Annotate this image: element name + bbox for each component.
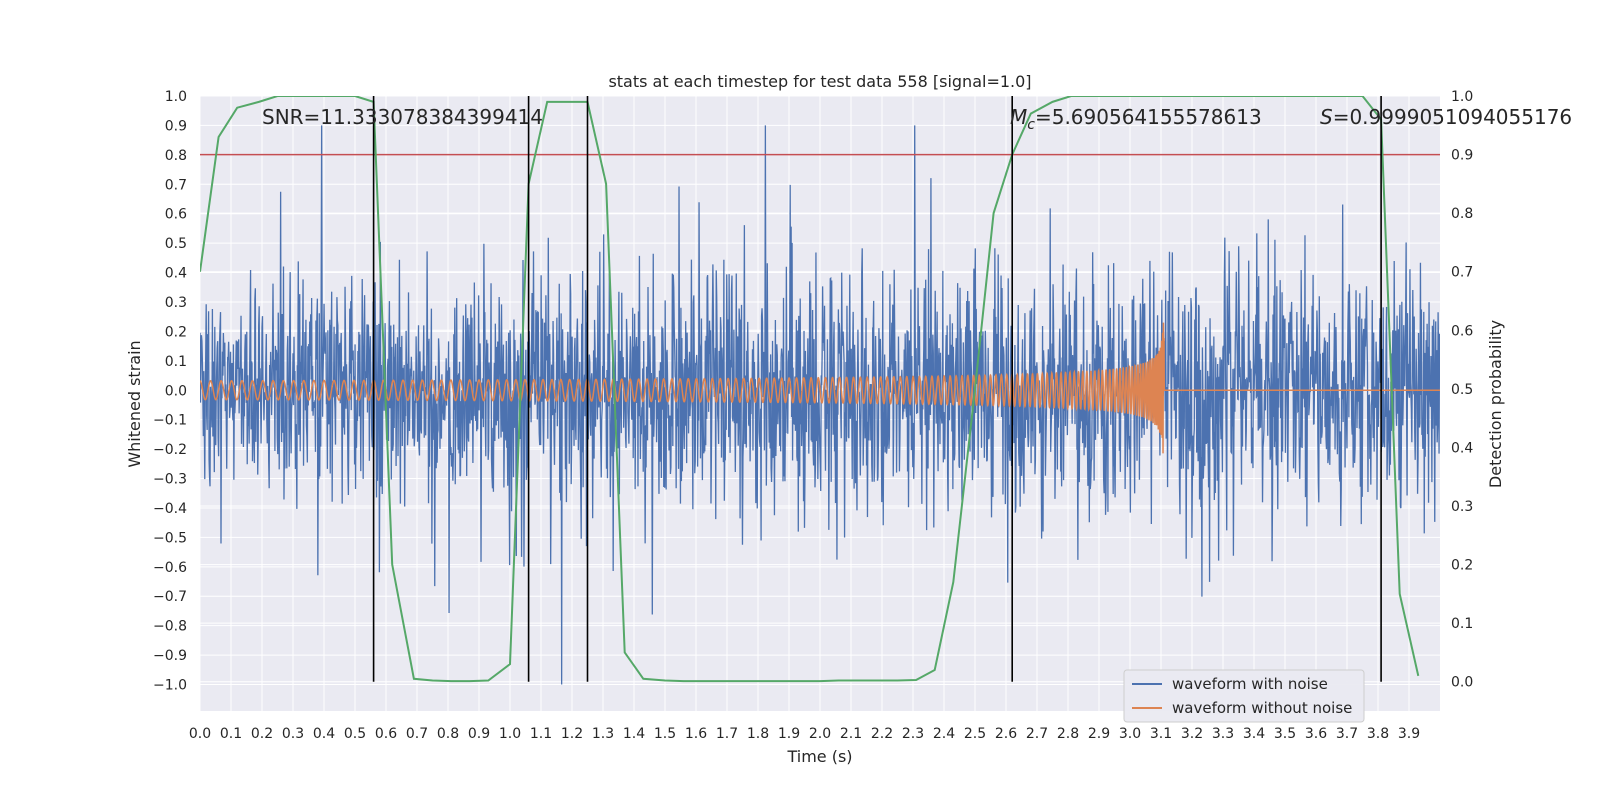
y-tick-label-left: 0.2 <box>165 324 187 340</box>
x-tick-label: 1.6 <box>685 726 707 742</box>
y-tick-label-left: −0.6 <box>153 560 187 576</box>
y-tick-labels-right: 1.0 0.9 0.8 0.7 0.6 0.5 0.4 0.3 0.2 0.1 0.0 <box>1451 89 1473 691</box>
x-tick-label: 1.1 <box>530 726 552 742</box>
x-tick-label: 1.9 <box>778 726 800 742</box>
y-tick-label-left: −0.4 <box>153 501 187 517</box>
x-tick-label: 2.1 <box>840 726 862 742</box>
legend: waveform with noise waveform without noi… <box>1123 669 1365 723</box>
mc-annotation: Mc=5.690564155578613 <box>1010 105 1262 133</box>
series-waveform-with-noise <box>200 125 1440 685</box>
y-tick-label-left: −0.7 <box>153 589 187 605</box>
y-tick-label-left: 0.6 <box>165 207 187 223</box>
x-tick-label: 0.6 <box>375 726 397 742</box>
y-tick-label-left: 0.0 <box>165 383 187 399</box>
y-tick-label-left: 0.9 <box>165 118 187 134</box>
y-tick-label-right: 0.7 <box>1451 265 1473 281</box>
x-tick-label: 2.7 <box>1026 726 1048 742</box>
legend-label-clean: waveform without noise <box>1172 699 1352 717</box>
x-tick-label: 1.7 <box>716 726 738 742</box>
y-tick-label-right: 0.2 <box>1451 558 1473 574</box>
x-tick-label: 1.0 <box>499 726 521 742</box>
y-tick-label-right: 0.4 <box>1451 440 1473 456</box>
mc-symbol: M <box>1010 105 1027 129</box>
y-tick-label-left: −0.2 <box>153 442 187 458</box>
y-tick-label-left: 0.8 <box>165 148 187 164</box>
legend-label-noise: waveform with noise <box>1172 675 1328 693</box>
y-tick-label-right: 0.0 <box>1451 675 1473 691</box>
x-tick-label: 3.6 <box>1305 726 1327 742</box>
series-waveform-without-noise <box>200 322 1440 454</box>
x-tick-label: 3.9 <box>1398 726 1420 742</box>
y-tick-label-left: 0.5 <box>165 236 187 252</box>
y-tick-label-left: −0.9 <box>153 648 187 664</box>
s-value: =0.9999051094055176 <box>1333 105 1572 129</box>
y-tick-labels-left: 1.0 0.9 0.8 0.7 0.6 0.5 0.4 0.3 0.2 0.1 0.0 −0.1 −0.… <box>153 89 187 694</box>
x-tick-label: 1.5 <box>654 726 676 742</box>
x-tick-label: 0.2 <box>251 726 273 742</box>
y-tick-label-right: 0.9 <box>1451 148 1473 164</box>
x-tick-label: 2.0 <box>809 726 831 742</box>
s-symbol: S <box>1320 105 1333 129</box>
snr-annotation: SNR=11.333078384399414 <box>262 105 543 129</box>
x-tick-label: 3.1 <box>1150 726 1172 742</box>
vertical-markers <box>372 96 1382 682</box>
y-tick-label-right: 0.8 <box>1451 206 1473 222</box>
legend-box <box>1123 669 1365 723</box>
series-detection-probability <box>200 96 1420 683</box>
x-tick-labels: 0.0 0.1 0.2 0.3 0.4 0.5 0.6 0.7 0.8 0.9 1.0 1.1 1.2 1… <box>189 726 1420 742</box>
series-layer <box>200 96 1440 685</box>
y-tick-label-left: −0.5 <box>153 530 187 546</box>
y-tick-label-left: −0.1 <box>153 413 187 429</box>
x-tick-label: 0.8 <box>437 726 459 742</box>
x-tick-label: 2.9 <box>1088 726 1110 742</box>
s-annotation: S=0.9999051094055176 <box>1320 105 1572 129</box>
y-tick-label-right: 0.5 <box>1451 382 1473 398</box>
y-tick-label-right: 1.0 <box>1451 89 1473 105</box>
x-tick-label: 0.1 <box>220 726 242 742</box>
x-tick-label: 3.7 <box>1336 726 1358 742</box>
x-tick-label: 3.5 <box>1274 726 1296 742</box>
x-tick-label: 0.5 <box>344 726 366 742</box>
y-axis-label-right: Detection probability <box>1486 320 1505 488</box>
x-tick-label: 0.7 <box>406 726 428 742</box>
x-tick-label: 2.4 <box>933 726 955 742</box>
x-tick-label: 0.0 <box>189 726 211 742</box>
y-tick-label-left: −0.8 <box>153 619 187 635</box>
x-axis-label: Time (s) <box>786 747 852 766</box>
x-tick-label: 2.6 <box>995 726 1017 742</box>
x-tick-label: 1.2 <box>561 726 583 742</box>
y-tick-label-left: 0.4 <box>165 266 187 282</box>
x-tick-label: 0.4 <box>313 726 335 742</box>
y-tick-label-left: −1.0 <box>153 678 187 694</box>
x-tick-label: 2.2 <box>871 726 893 742</box>
x-tick-label: 3.8 <box>1367 726 1389 742</box>
y-tick-label-left: 0.3 <box>165 295 187 311</box>
x-tick-label: 3.4 <box>1243 726 1265 742</box>
y-tick-label-right: 0.1 <box>1451 616 1473 632</box>
mc-value: =5.690564155578613 <box>1035 105 1262 129</box>
x-tick-label: 1.3 <box>592 726 614 742</box>
x-tick-label: 2.8 <box>1057 726 1079 742</box>
x-tick-label: 3.3 <box>1212 726 1234 742</box>
y-tick-label-right: 0.6 <box>1451 323 1473 339</box>
x-tick-label: 1.8 <box>747 726 769 742</box>
y-tick-label-left: 0.1 <box>165 354 187 370</box>
y-tick-label-right: 0.3 <box>1451 499 1473 515</box>
x-tick-label: 3.0 <box>1119 726 1141 742</box>
x-tick-label: 0.3 <box>282 726 304 742</box>
y-tick-label-left: 1.0 <box>165 89 187 105</box>
chart-title: stats at each timestep for test data 558… <box>608 72 1031 91</box>
x-tick-label: 2.3 <box>902 726 924 742</box>
mc-subscript: c <box>1027 117 1035 133</box>
x-tick-label: 0.9 <box>468 726 490 742</box>
y-tick-label-left: −0.3 <box>153 472 187 488</box>
x-tick-label: 1.4 <box>623 726 645 742</box>
x-tick-label: 3.2 <box>1181 726 1203 742</box>
y-tick-label-left: 0.7 <box>165 177 187 193</box>
y-axis-label-left: Whitened strain <box>125 340 144 467</box>
x-tick-label: 2.5 <box>964 726 986 742</box>
